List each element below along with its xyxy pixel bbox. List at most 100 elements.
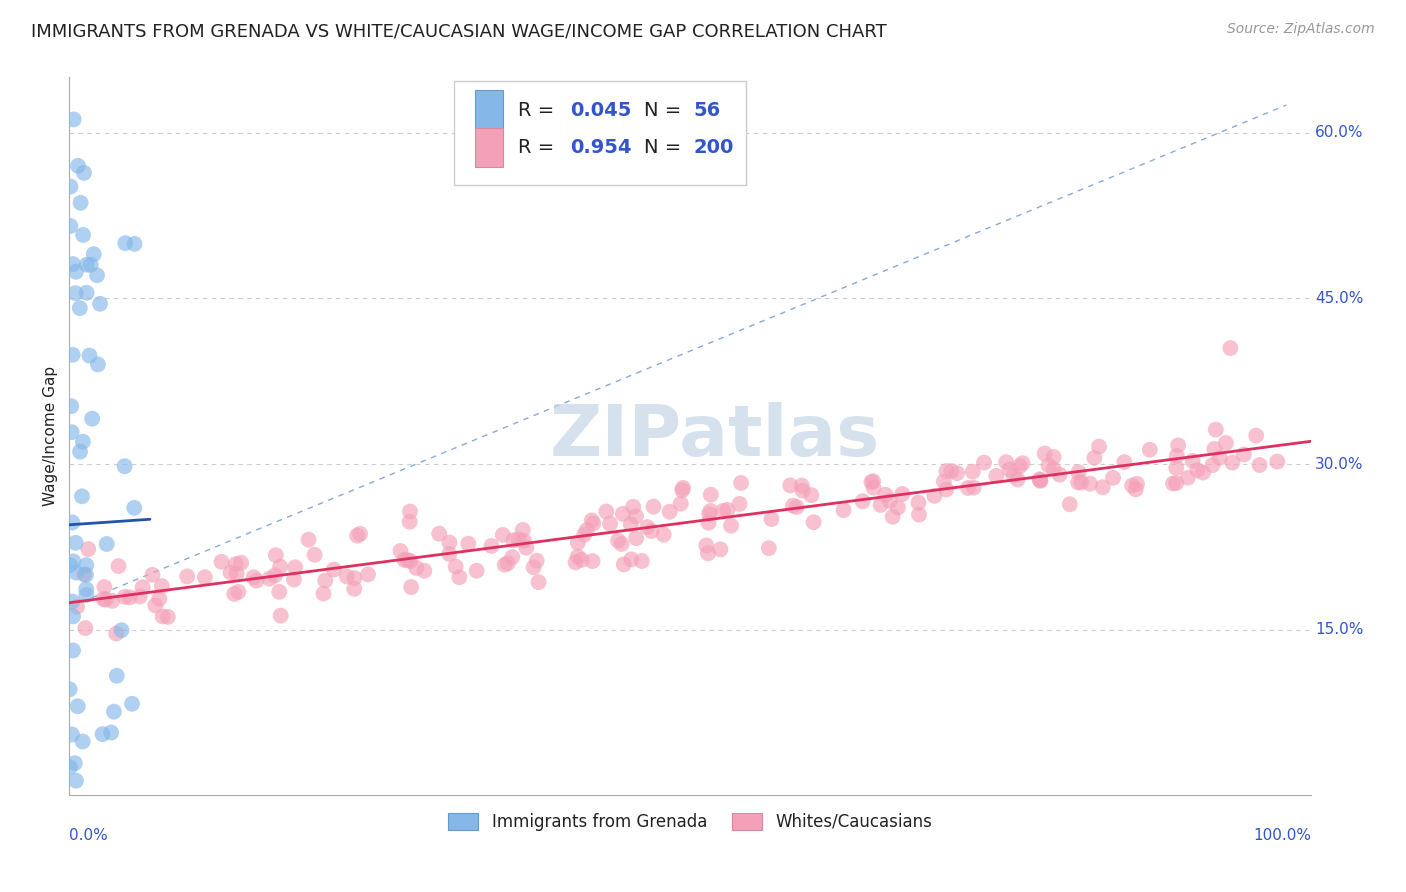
Text: IMMIGRANTS FROM GRENADA VS WHITE/CAUCASIAN WAGE/INCOME GAP CORRELATION CHART: IMMIGRANTS FROM GRENADA VS WHITE/CAUCASI… [31, 22, 887, 40]
Point [343, 571, 366, 585]
Text: R =: R = [517, 101, 560, 120]
Point [114, 236, 136, 251]
Point [194, 570, 217, 584]
Point [225, 557, 247, 571]
Point [62, 348, 84, 362]
Point [59, 179, 82, 194]
Point [60, 399, 83, 413]
Point [89, 297, 111, 311]
Point [612, 507, 634, 521]
Point [128, 590, 150, 604]
Point [176, 569, 198, 583]
Point [1049, 467, 1071, 482]
Point [94, 592, 117, 607]
Point [581, 513, 603, 527]
Point [396, 553, 419, 567]
Point [620, 552, 643, 566]
Point [515, 541, 537, 555]
Point [457, 536, 479, 550]
Point [59, 760, 82, 774]
Point [567, 535, 589, 549]
Point [998, 462, 1021, 476]
Point [66, 159, 89, 173]
Point [394, 553, 416, 567]
Point [581, 554, 603, 568]
Point [1067, 465, 1090, 479]
Point [1233, 448, 1256, 462]
Point [852, 494, 875, 508]
Point [1204, 442, 1226, 456]
Point [695, 538, 717, 552]
Point [1059, 497, 1081, 511]
Point [444, 559, 467, 574]
Point [83, 247, 105, 261]
Point [512, 523, 534, 537]
Point [1166, 449, 1188, 463]
Point [91, 727, 114, 741]
Text: 100.0%: 100.0% [1253, 828, 1312, 843]
Point [413, 564, 436, 578]
Point [671, 483, 693, 498]
Point [1121, 478, 1143, 492]
Point [75, 558, 97, 573]
Point [269, 585, 291, 599]
Point [1028, 472, 1050, 486]
Point [314, 574, 336, 588]
Text: N =: N = [644, 101, 688, 120]
Point [72, 227, 94, 242]
Point [697, 546, 720, 560]
Point [86, 268, 108, 283]
Point [141, 567, 163, 582]
FancyBboxPatch shape [454, 81, 747, 186]
Point [1139, 442, 1161, 457]
Point [672, 481, 695, 495]
Point [65, 265, 87, 279]
Point [75, 588, 97, 602]
Point [156, 610, 179, 624]
Point [1187, 463, 1209, 477]
Point [716, 503, 738, 517]
Point [786, 500, 808, 514]
Point [658, 505, 681, 519]
Point [59, 219, 82, 233]
Point [779, 478, 801, 492]
Point [832, 503, 855, 517]
Point [114, 459, 136, 474]
Point [405, 561, 427, 575]
Point [803, 515, 825, 529]
Point [1042, 450, 1064, 464]
Point [1042, 462, 1064, 476]
Point [1038, 458, 1060, 473]
Point [96, 537, 118, 551]
Point [242, 570, 264, 584]
Point [1029, 474, 1052, 488]
Point [1166, 476, 1188, 491]
Point [150, 579, 173, 593]
Point [343, 582, 366, 596]
Point [496, 556, 519, 570]
Point [107, 559, 129, 574]
Point [1078, 476, 1101, 491]
Point [65, 286, 87, 301]
Point [131, 580, 153, 594]
Point [124, 500, 146, 515]
Point [114, 590, 136, 604]
Point [1205, 423, 1227, 437]
Point [148, 591, 170, 606]
Point [860, 475, 883, 489]
Point [494, 558, 516, 572]
Point [1091, 480, 1114, 494]
Text: 0.045: 0.045 [569, 101, 631, 120]
Point [492, 528, 515, 542]
Point [527, 575, 550, 590]
Point [1002, 468, 1025, 483]
Point [124, 236, 146, 251]
Point [1215, 436, 1237, 450]
Point [582, 516, 605, 531]
Point [72, 434, 94, 449]
Point [62, 112, 84, 127]
Point [118, 591, 141, 605]
Point [69, 444, 91, 458]
Point [72, 734, 94, 748]
Point [269, 559, 291, 574]
